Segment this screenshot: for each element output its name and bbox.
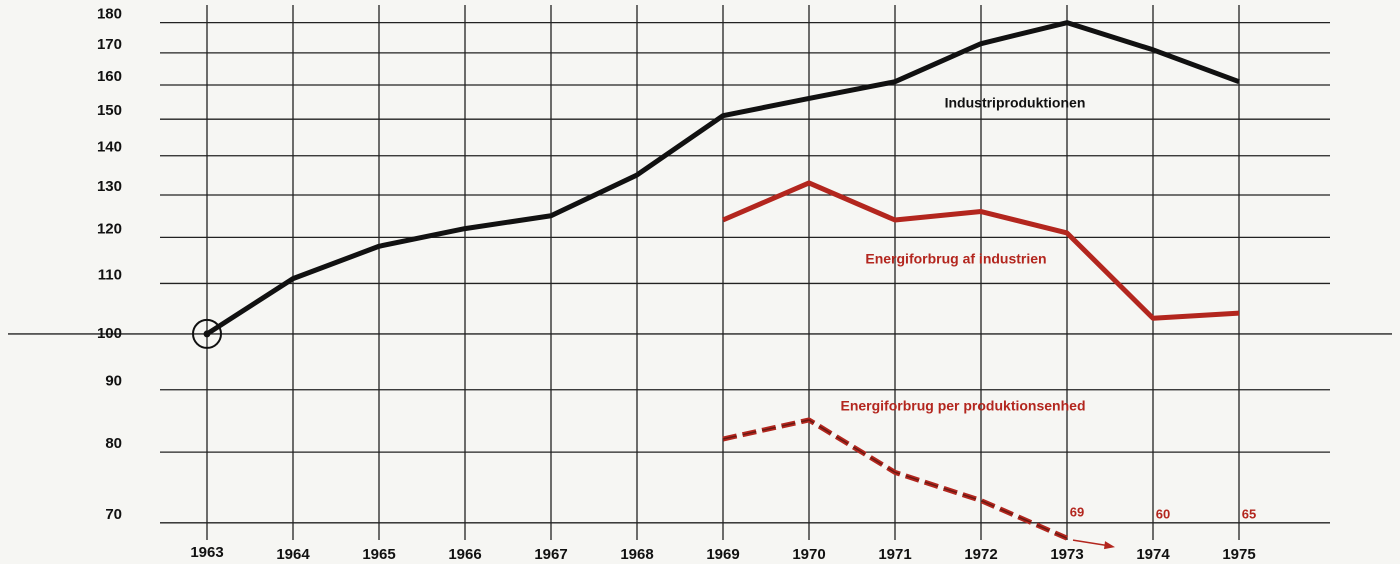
series-label: Energiforbrug per produktionsenhed (840, 398, 1085, 414)
origin-dot (203, 330, 211, 338)
x-tick-label: 1970 (792, 546, 825, 563)
x-tick-label: 1967 (534, 546, 567, 563)
y-tick-label: 180 (97, 6, 122, 23)
series-line (205, 20, 1240, 337)
series-line (722, 180, 1240, 321)
x-tick-label: 1966 (448, 546, 481, 563)
origin-ring (192, 318, 222, 349)
x-tick-label: 1969 (706, 546, 739, 563)
y-tick-label: 110 (98, 266, 122, 283)
annotation: 65 (1242, 506, 1256, 521)
x-tick-label: 1974 (1136, 546, 1170, 563)
x-tick-label: 1972 (964, 546, 997, 563)
y-tick-label: 140 (97, 139, 122, 156)
x-tick-label: 1971 (878, 546, 911, 563)
x-tick-label: 1964 (276, 546, 310, 563)
y-tick-label: 170 (97, 36, 122, 53)
y-tick-label: 160 (97, 68, 122, 85)
x-tick-label: 1975 (1222, 546, 1255, 563)
series-label: Industriproduktionen (945, 95, 1086, 111)
arrow-head (1104, 541, 1115, 550)
series-label: Energiforbrug af industrien (865, 251, 1046, 267)
series-line-core (722, 419, 1068, 539)
y-tick-label: 100 (97, 325, 122, 342)
y-tick-label: 80 (105, 435, 122, 452)
x-tick-label: 1963 (190, 544, 223, 561)
x-tick-label: 1965 (362, 546, 395, 563)
x-tick-label: 1968 (620, 546, 653, 563)
y-tick-label: 130 (97, 178, 122, 195)
annotation: 69 (1070, 504, 1084, 519)
x-tick-label: 1973 (1050, 546, 1083, 563)
y-tick-label: 70 (105, 506, 122, 523)
annotation: 60 (1156, 506, 1170, 521)
y-tick-label: 90 (105, 373, 122, 390)
y-tick-label: 150 (97, 102, 122, 119)
y-tick-label: 120 (97, 220, 122, 237)
